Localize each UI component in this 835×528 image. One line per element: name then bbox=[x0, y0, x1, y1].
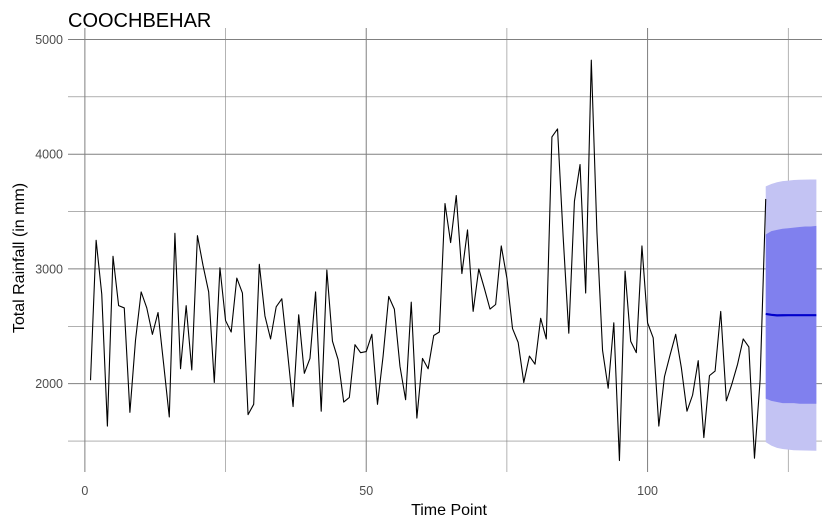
x-tick-label: 0 bbox=[81, 484, 88, 498]
grid bbox=[68, 28, 822, 472]
forecast-mean-line bbox=[765, 312, 817, 317]
y-tick-label: 2000 bbox=[35, 377, 63, 391]
y-tick-label: 4000 bbox=[35, 148, 63, 162]
chart-title: COOCHBEHAR bbox=[68, 10, 211, 32]
series-layer bbox=[89, 59, 767, 462]
forecast-mean-layer bbox=[765, 312, 817, 317]
y-tick-label: 5000 bbox=[35, 33, 63, 47]
y-tick-label: 3000 bbox=[35, 262, 63, 276]
x-tick-label: 100 bbox=[637, 484, 658, 498]
x-tick-label: 50 bbox=[359, 484, 373, 498]
y-axis-label: Total Rainfall (in mm) bbox=[11, 183, 28, 333]
x-axis-label: Time Point bbox=[411, 502, 487, 519]
series-line bbox=[89, 59, 767, 462]
y-tick-labels: 2000 3000 4000 5000 bbox=[35, 33, 63, 391]
x-tick-labels: 0 50 100 bbox=[81, 484, 658, 498]
